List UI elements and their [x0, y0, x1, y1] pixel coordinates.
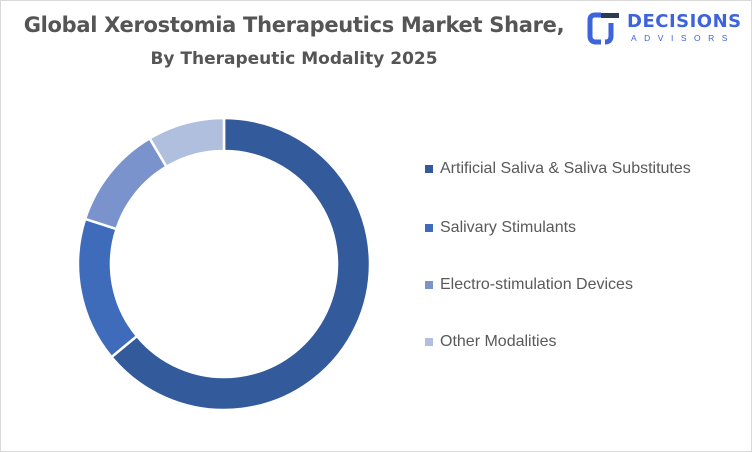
- donut-slice-other-modalities: [147, 117, 226, 169]
- legend-item-electro-stimulation: Electro-stimulation Devices: [425, 273, 633, 297]
- legend-swatch: [425, 224, 433, 232]
- legend-item-artificial-saliva: Artificial Saliva & Saliva Substitutes: [425, 157, 691, 181]
- legend-item-salivary-stimulants: Salivary Stimulants: [425, 216, 576, 240]
- legend-item-other-modalities: Other Modalities: [425, 330, 557, 354]
- logo-name: DECISIONS: [627, 11, 742, 32]
- logo-subtitle: ADVISORS: [631, 33, 735, 43]
- donut-slice-artificial-saliva-saliva-substitutes: [109, 117, 371, 411]
- donut-chart: [77, 117, 371, 411]
- chart-subtitle: By Therapeutic Modality 2025: [150, 49, 438, 69]
- chart-title: Global Xerostomia Therapeutics Market Sh…: [23, 13, 565, 37]
- legend-swatch: [425, 165, 433, 173]
- legend-swatch: [425, 281, 433, 289]
- donut-slice-salivary-stimulants: [77, 217, 139, 359]
- legend-swatch: [425, 338, 433, 346]
- donut-slice-electro-stimulation-devices: [83, 136, 169, 231]
- logo-mark-icon: [587, 12, 619, 45]
- decisions-advisors-logo: DECISIONS ADVISORS: [587, 9, 747, 49]
